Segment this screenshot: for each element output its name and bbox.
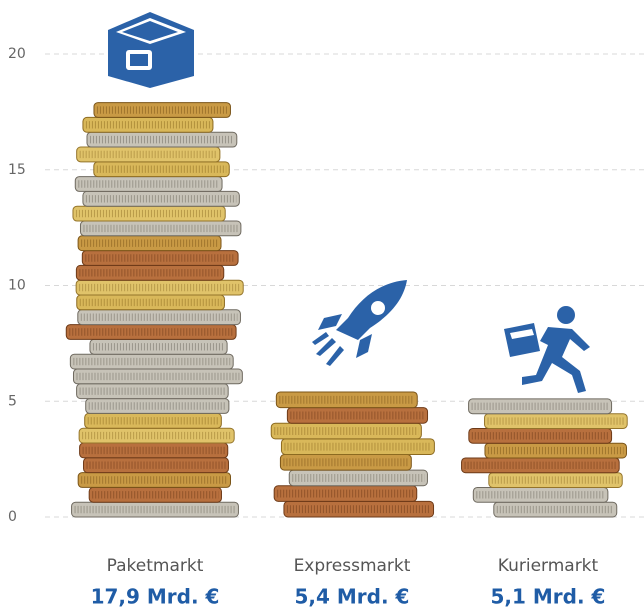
- bars: [66, 103, 627, 517]
- x-tick-label: Expressmarkt: [294, 556, 411, 576]
- coin: [94, 103, 230, 118]
- runner-icon: [504, 306, 590, 393]
- coin: [87, 132, 237, 147]
- package-icon: [108, 12, 194, 88]
- value-label: 5,1 Mrd. €: [491, 585, 606, 609]
- y-tick-label: 0: [8, 509, 17, 525]
- coin: [83, 117, 213, 132]
- y-tick-label: 15: [8, 162, 26, 178]
- coin-stack: [462, 399, 628, 517]
- x-tick-label: Paketmarkt: [107, 556, 204, 576]
- coin: [75, 177, 222, 192]
- coin: [79, 428, 234, 443]
- coin: [80, 443, 228, 458]
- coin: [284, 501, 434, 517]
- value-label: 17,9 Mrd. €: [91, 585, 220, 609]
- coin: [76, 280, 243, 295]
- rocket-icon: [312, 280, 407, 366]
- value-label: 5,4 Mrd. €: [295, 585, 410, 609]
- y-tick-label: 20: [8, 46, 26, 62]
- y-tick-label: 10: [8, 278, 26, 294]
- coin: [77, 295, 225, 310]
- coin: [90, 339, 227, 354]
- coin-stack: [66, 103, 243, 517]
- y-tick-label: 5: [8, 393, 17, 409]
- x-tick-label: Kuriermarkt: [498, 556, 599, 576]
- chart: 0 5 10 15 20 Paketmarkt 17,9 Mrd. € Expressmar…: [0, 0, 644, 611]
- coin: [76, 265, 223, 280]
- coin-stack: [271, 392, 434, 517]
- coin: [94, 162, 229, 177]
- coin: [85, 413, 222, 428]
